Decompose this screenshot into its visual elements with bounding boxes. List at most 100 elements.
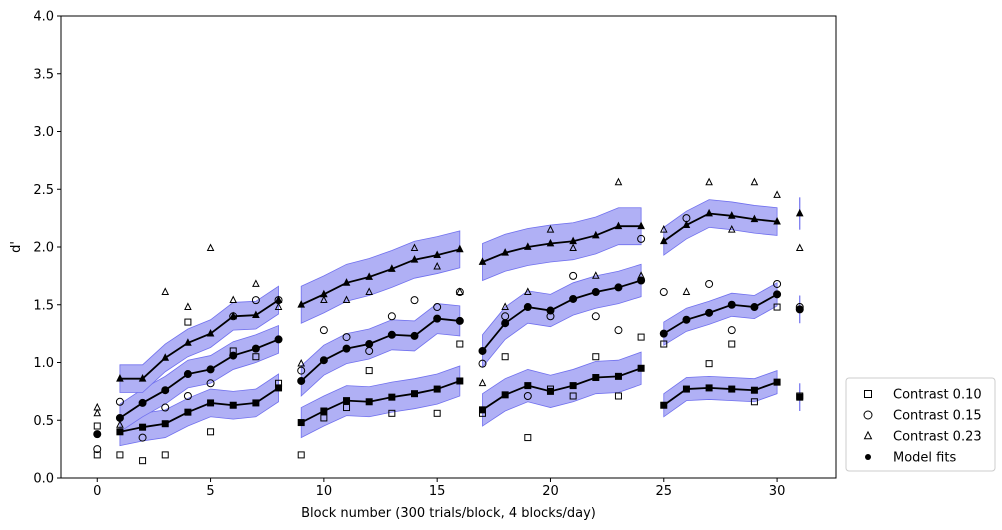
model-fit-point [116,428,124,436]
model-fit-point [659,236,668,245]
model-fit-point [115,413,124,422]
observed-point [184,318,192,326]
model-fit-point [546,387,554,395]
model-fit-point [773,290,782,299]
model-fit-point [727,211,736,219]
observed-point [478,378,487,387]
model-fit-line [663,293,778,335]
observed-point [252,279,260,287]
observed-point [592,353,600,361]
observed-point [138,433,147,442]
model-fit-point [569,382,577,390]
x-axis-ticks: 0 5 10 15 20 25 30 [93,478,785,499]
model-fit-point [795,208,804,217]
observed-point [161,287,170,295]
model-fit-point [728,385,736,393]
model-fit-line [300,317,460,382]
model-fit-point [478,346,487,355]
observed-point [161,403,170,412]
y-tick-label: 2.0 [33,241,54,256]
observed-point [274,302,283,310]
legend-box [845,377,996,472]
model-fit-point [252,310,260,319]
model-fit-point [523,242,532,250]
observed-point [682,287,691,295]
legend-label: Contrast 0.23 [893,430,982,445]
model-fit-point [229,401,237,409]
observed-point [410,296,419,305]
model-fit-point [365,398,373,406]
model-fit-point [637,364,645,372]
observed-point [569,243,577,252]
observed-point [433,409,441,417]
observed-point [433,303,442,312]
observed-point [183,391,192,400]
observed-point [116,420,124,428]
y-tick-label: 3.5 [33,67,54,82]
model-fit-point [161,420,169,428]
model-fit-point [546,238,555,247]
model-fit-point [342,278,351,286]
model-fit-point [275,384,283,392]
observed-point [614,326,623,335]
model-fit-point [206,328,215,337]
model-fit-point [501,391,509,399]
observed-point [206,243,215,252]
observed-point [161,451,169,459]
legend-marker [865,454,871,460]
y-tick-label: 3.0 [33,125,54,140]
observed-point [728,340,736,348]
observed-point [93,451,101,459]
model-fit-point [637,221,645,230]
observed-point [591,312,600,321]
model-fit-point [161,386,170,395]
model-fit-point [183,370,192,379]
observed-point [750,177,759,186]
observed-point [614,177,623,186]
observed-point [501,353,509,361]
y-tick-label: 2.5 [33,183,54,198]
observed-point [93,408,102,417]
legend-marker [863,410,873,420]
model-fit-point [387,330,396,339]
model-fit-point [591,288,600,297]
observed-point [727,326,736,335]
model-fit-point [365,272,374,280]
model-fit-point [139,423,147,431]
observed-point [297,451,305,459]
confidence-band [663,199,778,256]
y-tick-label: 0.0 [33,472,54,487]
observed-point [139,457,147,465]
observed-point [501,302,509,310]
observed-point [320,295,328,304]
model-fit-point [320,289,328,298]
model-fit-point [116,374,124,382]
observed-point [319,326,328,335]
observed-point [229,295,238,304]
observed-point [365,367,373,375]
model-fit-point [207,399,215,407]
model-fit-point [297,376,306,385]
model-fit-point [365,340,374,349]
model-fit-point [456,244,464,253]
model-fit-point [252,399,260,407]
x-tick-label: 15 [429,484,446,499]
model-fit-point [320,407,328,415]
observed-point [773,190,781,198]
model-fit-point [388,264,396,272]
model-fit-line [300,248,461,306]
model-fit-point [251,344,260,353]
model-fit-point [274,295,283,304]
confidence-band [300,303,461,397]
model-fit-point [206,365,215,374]
model-fit-point [705,384,713,392]
model-fit-point [546,306,555,315]
observed-point [456,340,464,348]
model-fit-line [119,387,280,433]
observed-point [569,271,578,280]
y-tick-label: 1.0 [33,356,54,371]
observed-point [433,261,441,270]
model-fit-line [663,381,778,406]
observed-point [546,225,555,233]
